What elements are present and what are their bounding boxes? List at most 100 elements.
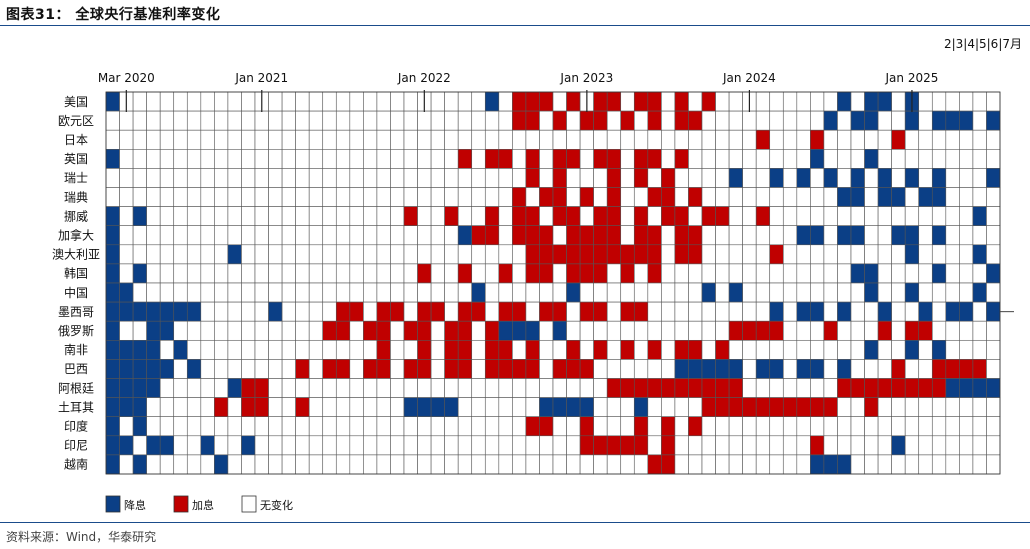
- heatmap-cell: [742, 263, 757, 284]
- heatmap-cell: [539, 301, 554, 322]
- heatmap-cell: [349, 320, 364, 341]
- heatmap-cell: [837, 454, 852, 475]
- heatmap-cell: [105, 149, 120, 169]
- heatmap-cell: [512, 168, 527, 188]
- heatmap-cell: [877, 263, 892, 284]
- heatmap-cell: [119, 225, 134, 246]
- heatmap-cell: [512, 454, 527, 475]
- heatmap-cell: [173, 435, 188, 456]
- heatmap-cell: [525, 149, 540, 169]
- heatmap-cell: [498, 454, 513, 475]
- heatmap-cell: [701, 129, 716, 150]
- heatmap-cell: [620, 149, 635, 169]
- heatmap-cell: [390, 244, 405, 265]
- heatmap-cell: [972, 110, 987, 131]
- heatmap-cell: [850, 435, 865, 456]
- heatmap-cell: [281, 244, 296, 265]
- heatmap-cell: [417, 168, 432, 188]
- heatmap-cell: [132, 206, 147, 227]
- heatmap-cell: [701, 416, 716, 437]
- row-label-14: 巴西: [64, 362, 88, 376]
- heatmap-cell: [755, 91, 771, 112]
- heatmap-cell: [308, 244, 324, 265]
- heatmap-cell: [227, 244, 242, 265]
- heatmap-cell: [484, 110, 500, 131]
- heatmap-cell: [972, 454, 987, 475]
- heatmap-cell: [268, 244, 283, 265]
- heatmap-cell: [986, 110, 1001, 131]
- heatmap-cell: [403, 244, 418, 265]
- heatmap-cell: [159, 435, 175, 456]
- heatmap-cell: [796, 91, 811, 112]
- heatmap-cell: [891, 168, 906, 188]
- heatmap-cell: [918, 244, 933, 265]
- heatmap-cell: [457, 282, 473, 303]
- heatmap-cell: [525, 129, 540, 150]
- heatmap-cell: [105, 301, 120, 322]
- heatmap-cell: [295, 378, 310, 398]
- heatmap-cell: [105, 378, 120, 398]
- heatmap-cell: [837, 225, 852, 246]
- heatmap-cell: [430, 454, 445, 475]
- heatmap-cell: [661, 301, 676, 322]
- heatmap-cell: [959, 339, 974, 360]
- heatmap-cell: [823, 435, 838, 456]
- heatmap-cell: [769, 168, 784, 188]
- heatmap-cell: [864, 359, 879, 379]
- heatmap-cell: [308, 282, 324, 303]
- heatmap-cell: [647, 168, 662, 188]
- heatmap-cell: [457, 225, 473, 246]
- heatmap-cell: [512, 320, 527, 341]
- heatmap-cell: [877, 244, 892, 265]
- heatmap-cell: [146, 339, 161, 360]
- heatmap-cell: [755, 206, 771, 227]
- heatmap-cell: [119, 110, 134, 131]
- heatmap-cell: [254, 435, 269, 456]
- heatmap-cell: [688, 129, 703, 150]
- heatmap-cell: [525, 187, 540, 207]
- heatmap-cell: [755, 244, 771, 265]
- heatmap-cell: [390, 282, 405, 303]
- heatmap-cell: [769, 263, 784, 284]
- heatmap-cell: [512, 397, 527, 418]
- heatmap-cell: [159, 454, 175, 475]
- heatmap-cell: [728, 435, 743, 456]
- heatmap-cell: [186, 91, 202, 112]
- heatmap-cell: [173, 187, 188, 207]
- heatmap-cell: [606, 359, 622, 379]
- heatmap-cell: [593, 397, 608, 418]
- heatmap-cell: [850, 397, 865, 418]
- heatmap-cell: [769, 149, 784, 169]
- heatmap-cell: [484, 168, 500, 188]
- heatmap-cell: [132, 168, 147, 188]
- heatmap-cell: [972, 416, 987, 437]
- heatmap-cell: [877, 301, 892, 322]
- heatmap-cell: [593, 110, 608, 131]
- heatmap-cell: [186, 435, 202, 456]
- heatmap-cell: [417, 149, 432, 169]
- heatmap-cell: [593, 129, 608, 150]
- heatmap-cell: [308, 454, 324, 475]
- heatmap-cell: [322, 91, 337, 112]
- heatmap-cell: [471, 454, 486, 475]
- heatmap-cell: [661, 129, 676, 150]
- heatmap-cell: [823, 149, 838, 169]
- heatmap-cell: [363, 206, 378, 227]
- heatmap-cell: [159, 320, 175, 341]
- heatmap-cell: [620, 435, 635, 456]
- row-label-2: 日本: [64, 133, 88, 147]
- heatmap-cell: [390, 206, 405, 227]
- heatmap-cell: [837, 168, 852, 188]
- heatmap-cell: [633, 129, 649, 150]
- heatmap-cell: [132, 263, 147, 284]
- heatmap-cell: [566, 454, 581, 475]
- heatmap-cell: [904, 187, 920, 207]
- heatmap-cell: [755, 416, 771, 437]
- heatmap-cell: [959, 435, 974, 456]
- heatmap-cell: [728, 282, 743, 303]
- heatmap-cell: [186, 359, 202, 379]
- heatmap-cell: [810, 225, 825, 246]
- heatmap-cell: [363, 263, 378, 284]
- heatmap-cell: [484, 339, 500, 360]
- heatmap-cell: [647, 339, 662, 360]
